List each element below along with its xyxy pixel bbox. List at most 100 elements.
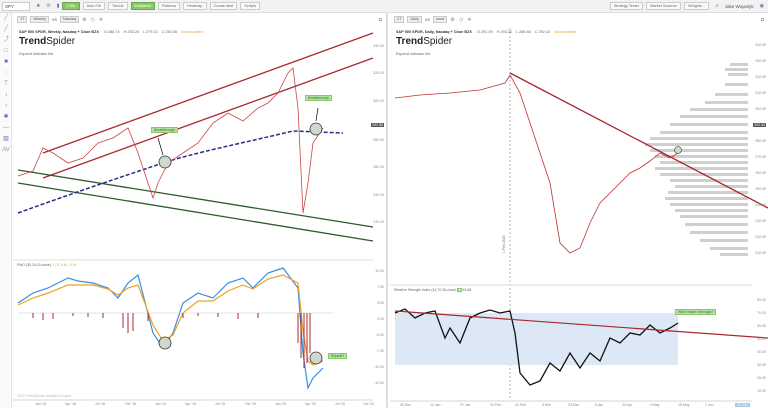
left-price-chart [13,32,374,401]
circle-icon[interactable]: ◌ [4,70,8,76]
fib-icon[interactable]: ⤴ [2,37,9,43]
layout-icon[interactable]: ▮ [56,3,60,9]
x-tick-highlight: 15 Jun [735,403,750,407]
vs-label: VS [424,17,430,22]
auto-fib-button[interactable]: Auto Fib [82,2,105,10]
hline-icon[interactable]: — [3,125,9,131]
chart-title: S&P 500 SPDR, Weekly, Nasdaq + Cboe BZX … [19,30,203,34]
patterns-button[interactable]: Patterns [157,2,181,10]
market-scanner-button[interactable]: Market Scanner [646,2,682,10]
clock-icon[interactable]: ◷ [90,16,95,23]
scripts-button[interactable]: Scripts [240,2,260,10]
y-tick: 240.00 [373,193,384,197]
strategy-tester-button[interactable]: Strategy Tester [609,2,644,10]
x-tick: 1 Jun [705,403,714,407]
right-chart-pane[interactable]: 1T Daily VS none ⚙ ◷ ✛ ◘ S&P 500 SPDR, D… [390,13,768,408]
user-name[interactable]: Jake Wujastyk [724,3,754,9]
symbol-input[interactable]: SPY [2,1,30,11]
bell-icon[interactable]: ♫ [714,3,719,9]
ind-tick: 40.00 [757,350,766,354]
drawing-toolbar: ╱ ╱ ⤴ □ ■ ◌ T ↓ ↑ ✱ — ▨ AV [0,13,12,408]
y-tick: 340.00 [755,43,766,47]
x-tick: 20 Apr [622,403,633,407]
ind-tick: 0.00 [377,317,384,321]
x-tick: 18 May [678,403,690,407]
breakthrough-label: Breakthrough [151,127,179,133]
rect-icon[interactable]: □ [4,48,8,54]
trendspider-logo: TrendSpider [396,36,453,47]
arrow-down-icon[interactable]: ↓ [4,92,8,98]
ind-tick: -12.50 [374,381,384,385]
price-tag: 292.43 [753,123,766,127]
avatar-icon[interactable]: ◉ [759,3,764,9]
fill-icon[interactable]: ■ [4,59,8,65]
expand-indicator-list[interactable]: Expand indicator list [19,52,53,56]
gradient-icon[interactable]: ▨ [3,136,9,142]
pitchfork-icon[interactable]: ✱ [3,114,9,120]
top-toolbar: SPY ★ ⟳ ▮ XTAL Auto Fib Trends Indicator… [0,0,768,13]
ind-tick: 10.00 [757,389,766,393]
x-tick: Apr '20 [305,402,316,406]
chart-type-select[interactable]: 1T [394,16,405,23]
ind-tick: -5.00 [376,333,384,337]
settings-icon[interactable]: ⚙ [82,16,87,23]
x-tick: Oct '20 [363,402,374,406]
x-tick: 23 Mar [568,403,579,407]
interval-select[interactable]: Weekly [30,16,49,23]
clock-icon[interactable]: ◷ [458,16,464,23]
y-tick: 220.00 [755,235,766,239]
ind-tick: 70.00 [757,311,766,315]
y-tick: 240.00 [755,203,766,207]
ray-icon[interactable]: ╱ [4,26,8,32]
x-tick: 13 Jan [430,403,441,407]
text-icon[interactable]: T [4,81,8,87]
xtal-button[interactable]: XTAL [62,2,80,10]
star-icon[interactable]: ★ [36,3,41,9]
x-tick: Apr '18 [65,402,76,406]
ind-tick: 80.00 [757,298,766,302]
refresh-icon[interactable]: ⟳ [46,3,51,9]
y-tick: 260.00 [373,165,384,169]
x-tick: Jan '19 [155,402,167,406]
arrow-up-icon[interactable]: ↑ [4,103,8,109]
camera-icon[interactable]: ◘ [760,17,764,23]
crosshair-icon[interactable]: ✛ [98,16,104,23]
trends-button[interactable]: Trends [107,2,128,10]
x-tick: Jul '19 [215,402,226,406]
x-tick: 9 Mar [542,403,551,407]
x-tick: Jul '20 [335,402,346,406]
x-tick: 10 Feb [490,403,501,407]
settings-icon[interactable]: ⚙ [450,16,455,23]
vline-label: 1 Feb 2020 [502,235,506,253]
y-tick: 340.00 [373,44,384,48]
chart-type-select[interactable]: 1T [17,16,28,23]
interval-select[interactable]: Daily [407,16,422,23]
x-tick: 24 Feb [515,403,526,407]
right-chart-controls: 1T Daily VS none ⚙ ◷ ✛ [394,15,471,24]
expand-indicator-list[interactable]: Expand indicator list [396,52,430,56]
create-alert-button[interactable]: Create alert [209,2,238,10]
ind-tick: 20.00 [757,376,766,380]
y-tick: 280.00 [755,139,766,143]
y-tick: 250.00 [755,187,766,191]
x-tick: 6 Apr [595,403,604,407]
indicators-button[interactable]: Indicators [130,2,155,10]
av-icon[interactable]: AV [2,147,10,153]
chart-title: S&P 500 SPDR, Daily, Nasdaq + Cboe BZX O… [396,30,577,34]
y-tick: 320.00 [373,71,384,75]
compare-select[interactable]: none [432,16,448,23]
camera-icon[interactable]: ◘ [378,17,382,23]
ind-tick: 10.00 [375,269,384,273]
ind-tick: 7.50 [377,285,384,289]
left-chart-pane[interactable]: 1T Weekly VS Nasdaq ⚙ ◷ ✛ ◘ S&P 500 SPDR… [13,13,388,408]
heatmap-button[interactable]: Heatmap [183,2,207,10]
line-icon[interactable]: ╱ [4,15,8,21]
ind-tick: 30.00 [757,363,766,367]
ind-tick: 60.00 [757,324,766,328]
crosshair-icon[interactable]: ✛ [467,16,472,23]
x-tick: Jan '20 [275,402,287,406]
y-tick: 320.00 [755,75,766,79]
ind-tick: 50.00 [757,337,766,341]
widgets-button[interactable]: Widgets... [684,2,709,10]
compare-select[interactable]: Nasdaq [59,16,79,23]
